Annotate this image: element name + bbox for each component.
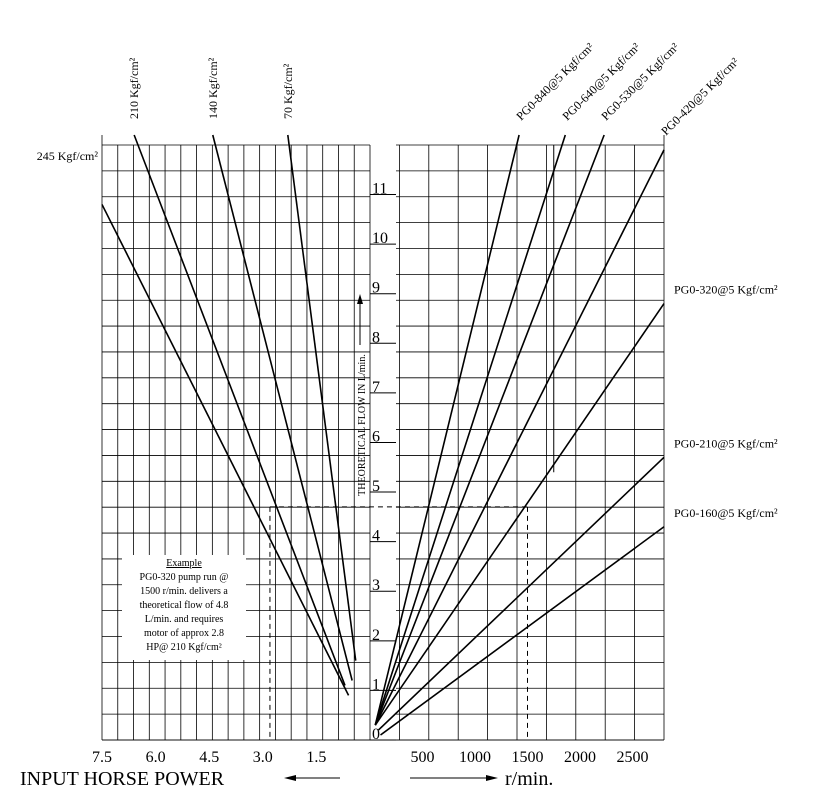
flow-tick-label: 9	[372, 280, 380, 297]
pressure-series-label: 140 Kgf/cm²	[206, 57, 220, 119]
hp-axis-label: INPUT HORSE POWER	[20, 768, 225, 790]
hp-tick-label: 7.5	[92, 749, 112, 766]
example-heading: Example	[166, 558, 202, 569]
hp-tick-label: 3.0	[253, 749, 273, 766]
pressure-series-label: 70 Kgf/cm²	[281, 63, 295, 119]
pump-line	[374, 303, 665, 726]
pressure-series-label: 210 Kgf/cm²	[127, 57, 141, 119]
pressure-line	[133, 134, 346, 686]
pump-series-label: PG0-420@5 Kgf/cm²	[658, 55, 741, 138]
example-box-bg	[122, 555, 246, 660]
pressure-series-label: 245 Kgf/cm²	[37, 149, 99, 163]
pump-line	[374, 134, 605, 726]
flow-tick-label: 2	[372, 627, 380, 644]
pump-series-label: PG0-320@5 Kgf/cm²	[674, 283, 778, 297]
flow-tick-label: 10	[372, 230, 388, 247]
example-box: Example PG0-320 pump run @ 1500 r/min. d…	[122, 555, 246, 660]
pump-line	[374, 134, 520, 726]
series-lines	[101, 134, 665, 740]
rpm-tick-label: 500	[411, 749, 435, 766]
flow-tick-label: 8	[372, 329, 380, 346]
pump-line	[374, 134, 567, 726]
rpm-axis-label: r/min.	[505, 768, 553, 790]
example-line-3: theoretical flow of 4.8	[140, 600, 229, 611]
pump-series-label: PG0-160@5 Kgf/cm²	[674, 506, 778, 520]
pressure-line	[211, 134, 353, 681]
pressure-line	[101, 204, 350, 696]
rpm-tick-label: 1500	[512, 749, 544, 766]
example-line-1: PG0-320 pump run @	[140, 572, 229, 583]
pump-series-label: PG0-840@5 Kgf/cm²	[513, 40, 596, 123]
pump-series-label: PG0-210@5 Kgf/cm²	[674, 436, 778, 450]
rpm-tick-label: 2000	[564, 749, 596, 766]
pump-line	[374, 149, 665, 726]
rpm-tick-label: 2500	[617, 749, 649, 766]
hp-axis-arrowhead	[284, 775, 296, 781]
flow-axis-arrowhead	[357, 294, 363, 304]
flow-tick-label: 11	[372, 181, 387, 198]
flow-tick-label: 0	[372, 726, 380, 743]
hp-tick-label: 1.5	[306, 749, 326, 766]
flow-tick-label: 4	[372, 528, 380, 545]
flow-tick-label: 1	[372, 676, 380, 693]
pump-line	[377, 456, 665, 731]
example-line-5: motor of approx 2.8	[144, 628, 224, 639]
pump-line	[380, 526, 665, 736]
flow-tick-label: 5	[372, 478, 380, 495]
rpm-axis-arrowhead	[486, 775, 498, 781]
flow-tick-label: 3	[372, 577, 380, 594]
hp-tick-label: 4.5	[199, 749, 219, 766]
example-line-4: L/min. and requires	[145, 614, 224, 625]
rpm-tick-label: 1000	[459, 749, 491, 766]
example-line-2: 1500 r/min. delivers a	[140, 586, 228, 597]
flow-tick-label: 7	[372, 379, 380, 396]
flow-axis-label: THEORETICAL FLOW IN L/min.	[357, 354, 368, 496]
hp-tick-label: 6.0	[146, 749, 166, 766]
flow-tick-label: 6	[372, 428, 380, 445]
example-line-6: HP@ 210 Kgf/cm²	[146, 642, 222, 653]
pressure-line	[287, 134, 357, 661]
